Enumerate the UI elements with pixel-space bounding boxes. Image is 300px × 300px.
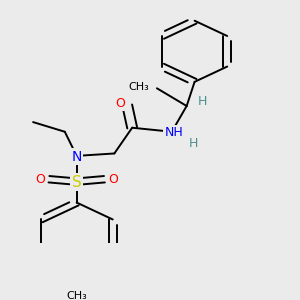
Text: H: H (198, 95, 207, 109)
Text: N: N (71, 150, 82, 164)
Text: H: H (189, 136, 198, 149)
Text: CH₃: CH₃ (128, 82, 149, 92)
Text: CH₃: CH₃ (66, 291, 87, 300)
Text: S: S (72, 175, 82, 190)
Text: O: O (115, 97, 125, 110)
Text: NH: NH (164, 126, 183, 139)
Text: O: O (35, 173, 45, 186)
Text: O: O (108, 173, 118, 186)
